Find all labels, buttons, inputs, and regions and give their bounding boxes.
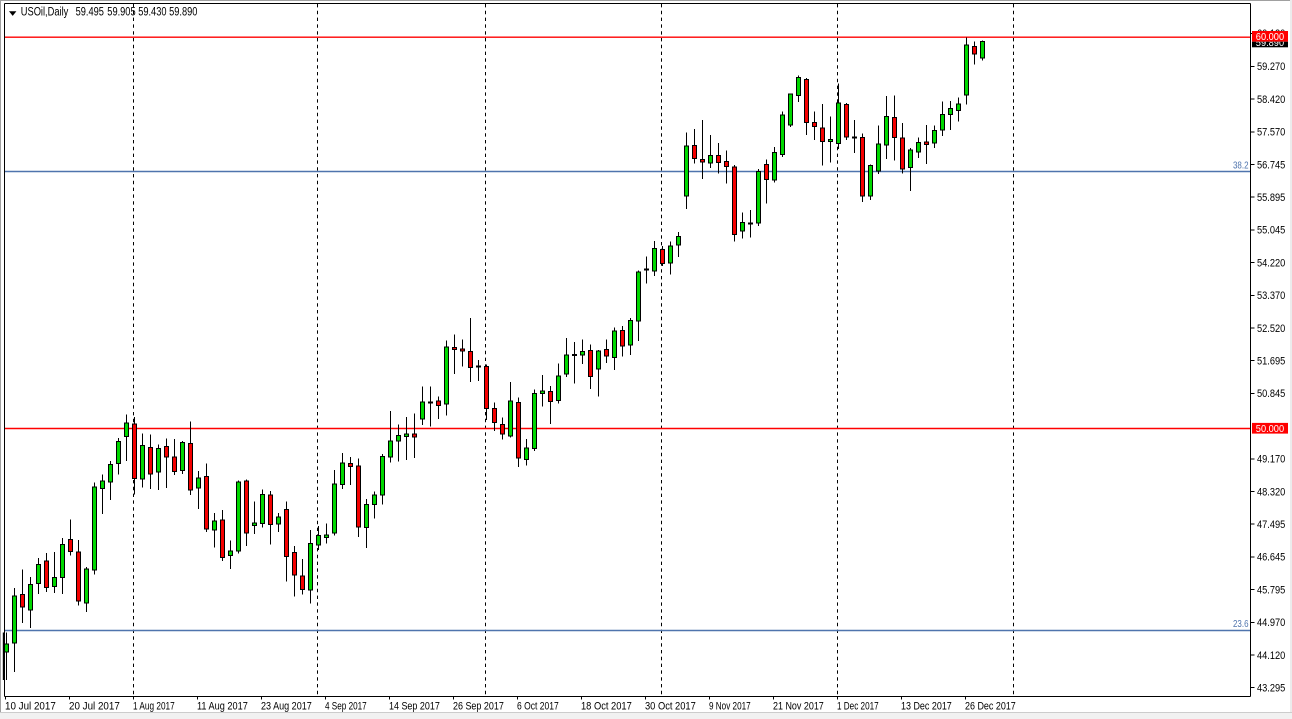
svg-text:59.890: 59.890 [1256, 37, 1284, 49]
svg-text:13 Dec 2017: 13 Dec 2017 [901, 701, 952, 713]
svg-text:59.890: 59.890 [169, 6, 197, 18]
svg-text:10 Jul 2017: 10 Jul 2017 [5, 701, 56, 713]
svg-text:55.895: 55.895 [1257, 192, 1285, 204]
svg-text:44.970: 44.970 [1257, 617, 1285, 629]
svg-text:USOil,Daily: USOil,Daily [21, 6, 69, 18]
svg-text:21 Nov 2017: 21 Nov 2017 [773, 701, 824, 713]
svg-text:38.2: 38.2 [1233, 161, 1249, 172]
svg-text:60.000: 60.000 [1256, 31, 1284, 43]
svg-text:50.000: 50.000 [1256, 423, 1284, 435]
svg-text:57.570: 57.570 [1257, 127, 1285, 139]
svg-text:53.370: 53.370 [1257, 290, 1285, 302]
svg-text:9 Nov 2017: 9 Nov 2017 [709, 701, 751, 713]
svg-text:44.120: 44.120 [1257, 650, 1285, 662]
svg-text:58.420: 58.420 [1257, 94, 1285, 106]
svg-text:1 Dec 2017: 1 Dec 2017 [837, 701, 879, 713]
svg-text:49.170: 49.170 [1257, 454, 1285, 466]
svg-text:30 Oct 2017: 30 Oct 2017 [645, 701, 696, 713]
svg-text:11 Aug 2017: 11 Aug 2017 [197, 701, 248, 713]
svg-text:6 Oct 2017: 6 Oct 2017 [517, 701, 559, 713]
svg-text:50.845: 50.845 [1257, 388, 1285, 400]
svg-text:23.6: 23.6 [1233, 619, 1249, 630]
svg-text:54.220: 54.220 [1257, 257, 1285, 269]
svg-text:20 Jul 2017: 20 Jul 2017 [69, 701, 120, 713]
svg-text:18 Oct 2017: 18 Oct 2017 [581, 701, 632, 713]
svg-text:55.045: 55.045 [1257, 225, 1285, 237]
svg-text:52.520: 52.520 [1257, 323, 1285, 335]
svg-text:26 Sep 2017: 26 Sep 2017 [453, 701, 504, 713]
svg-text:4 Sep 2017: 4 Sep 2017 [325, 701, 367, 713]
svg-text:59.905: 59.905 [107, 6, 135, 18]
svg-text:56.745: 56.745 [1257, 159, 1285, 171]
svg-text:48.320: 48.320 [1257, 486, 1285, 498]
svg-text:46.645: 46.645 [1257, 552, 1285, 564]
svg-text:26 Dec 2017: 26 Dec 2017 [965, 701, 1016, 713]
svg-text:45.795: 45.795 [1257, 584, 1285, 596]
svg-text:59.430: 59.430 [138, 6, 166, 18]
svg-text:43.295: 43.295 [1257, 683, 1285, 695]
svg-text:1 Aug 2017: 1 Aug 2017 [133, 701, 175, 713]
svg-text:59.495: 59.495 [76, 6, 104, 18]
svg-text:14 Sep 2017: 14 Sep 2017 [389, 701, 440, 713]
svg-text:51.695: 51.695 [1257, 356, 1285, 368]
svg-text:59.270: 59.270 [1257, 61, 1285, 73]
svg-text:23 Aug 2017: 23 Aug 2017 [261, 701, 312, 713]
svg-text:47.495: 47.495 [1257, 519, 1285, 531]
